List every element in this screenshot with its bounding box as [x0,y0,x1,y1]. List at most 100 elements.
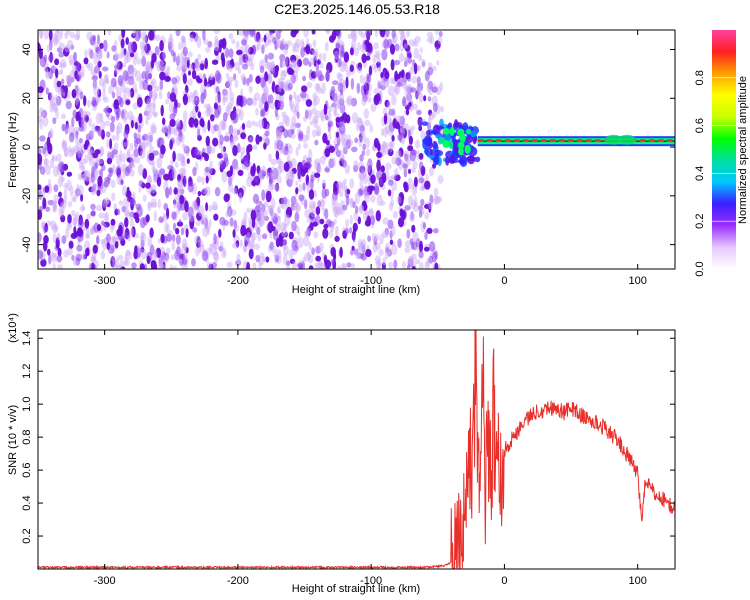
noise-dot [111,164,116,175]
noise-dot [409,212,416,223]
noise-dot [253,92,261,101]
noise-dot [313,117,319,129]
noise-dot [433,195,439,205]
noise-dot [83,240,91,252]
noise-dot [160,104,164,117]
y-tick-label: 1.0 [21,397,33,412]
noise-dot [312,221,318,227]
noise-dot [291,73,296,84]
noise-dot [51,155,58,162]
noise-dot [363,39,371,51]
noise-dot [90,146,95,155]
snr-y-multiplier: (x10⁴) [7,313,19,343]
noise-dot [283,161,290,172]
noise-dot [377,143,381,152]
noise-dot [131,226,136,238]
noise-dot [58,42,65,51]
noise-dot [149,227,154,239]
noise-dot [301,159,307,170]
noise-dot [54,30,61,38]
noise-dot [201,219,205,225]
noise-dot [74,98,80,110]
noise-dot [178,219,182,225]
noise-dot [136,97,143,108]
noise-dot [200,92,205,105]
noise-dot [313,200,316,209]
noise-dot [92,81,97,90]
noise-dot [248,136,254,144]
noise-dot [316,162,321,174]
noise-dot [313,52,319,61]
noise-dot [191,258,196,267]
noise-dot [114,69,117,78]
noise-dot [416,76,421,86]
noise-dot [81,110,88,119]
noise-dot [85,133,92,141]
noise-dot [361,150,366,156]
noise-dot [182,238,188,251]
noise-dot [159,168,166,175]
noise-dot [388,261,394,269]
noise-dot [370,194,376,203]
noise-dot [252,193,260,204]
noise-dot [67,39,74,51]
noise-dot [203,88,207,100]
noise-dot [378,64,382,74]
noise-dot [167,42,172,51]
noise-dot [119,97,124,108]
noise-dot [206,103,211,114]
noise-dot [159,60,166,72]
noise-dot [424,204,431,209]
noise-dot [354,137,359,144]
noise-dot [316,59,321,65]
noise-dot [411,167,416,173]
noise-dot [199,244,205,253]
noise-dot [145,117,149,125]
noise-dot [261,203,266,213]
noise-dot [42,116,49,127]
noise-dot [67,246,73,256]
noise-dot [169,119,176,127]
noise-dot [356,117,362,123]
noise-dot [357,188,363,197]
noise-dot [323,103,328,116]
noise-dot [117,75,124,86]
signal-blob [448,156,456,164]
noise-dot [105,131,111,138]
noise-dot [180,154,186,163]
noise-dot [265,190,272,203]
noise-dot [202,30,206,41]
noise-dot [373,185,380,196]
noise-dot [331,200,336,212]
noise-dot [341,204,348,211]
noise-dot [117,122,123,134]
noise-dot [399,30,404,36]
noise-dot [258,37,264,43]
noise-dot [156,157,163,169]
noise-dot [56,255,63,263]
noise-dot [127,41,134,54]
noise-dot [351,146,358,153]
noise-dot [285,260,291,266]
noise-dot [226,59,231,69]
noise-dot [404,240,411,248]
noise-dot [411,76,418,84]
noise-dot [266,61,272,69]
noise-dot [283,128,289,139]
noise-dot [269,231,273,239]
noise-dot [346,95,353,107]
noise-dot [43,225,47,234]
noise-dot [58,206,62,217]
noise-dot [52,203,58,213]
noise-dot [381,262,386,269]
noise-dot [80,193,84,202]
noise-dot [205,202,209,212]
noise-dot [197,128,201,141]
noise-dot [148,136,152,149]
noise-dot [256,39,261,50]
noise-dot [122,62,127,68]
noise-dot [42,197,47,210]
noise-dot [83,95,87,107]
noise-dot [151,251,158,262]
noise-dot [259,109,264,118]
